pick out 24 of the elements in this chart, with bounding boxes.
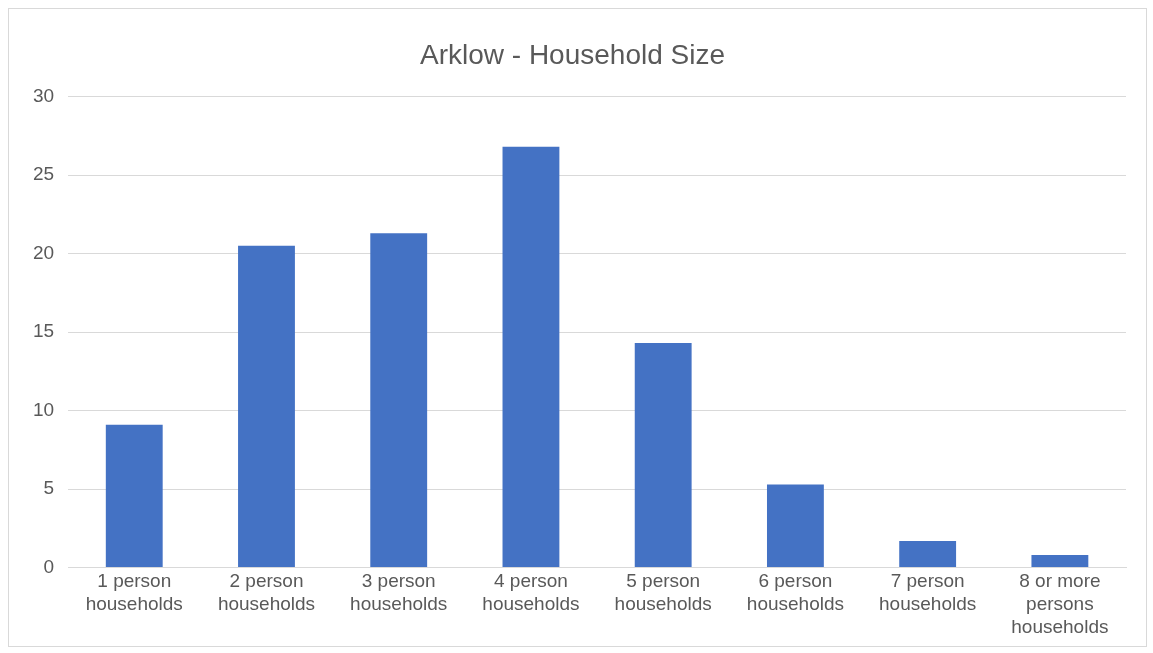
x-tick-label: 3 person households bbox=[350, 570, 448, 615]
y-tick-label: 30 bbox=[32, 84, 55, 106]
y-tick-label: 20 bbox=[32, 241, 55, 263]
x-tick-label: 7 person households bbox=[879, 570, 977, 615]
bar bbox=[899, 540, 957, 568]
x-tick-label: 4 person households bbox=[482, 570, 580, 615]
x-tick-label: 1 person households bbox=[85, 570, 183, 615]
bar bbox=[105, 424, 163, 568]
y-tick-label: 25 bbox=[32, 163, 55, 185]
bar bbox=[766, 484, 824, 568]
bar bbox=[370, 233, 428, 568]
chart-title: Arklow - Household Size bbox=[419, 38, 726, 70]
y-tick-label: 15 bbox=[32, 320, 55, 342]
x-tick-label: 5 person households bbox=[614, 570, 712, 615]
x-tick-label: 6 person households bbox=[746, 570, 845, 615]
bar bbox=[502, 146, 560, 568]
bar bbox=[634, 343, 692, 568]
x-tick-label: 2 person households bbox=[217, 570, 316, 615]
y-tick-label: 10 bbox=[32, 398, 55, 420]
y-tick-label: 5 bbox=[43, 477, 55, 499]
bar bbox=[1031, 555, 1089, 568]
bar bbox=[238, 245, 295, 568]
y-tick-label: 0 bbox=[43, 555, 55, 577]
x-tick-label: 8 or more persons households bbox=[1011, 570, 1109, 637]
